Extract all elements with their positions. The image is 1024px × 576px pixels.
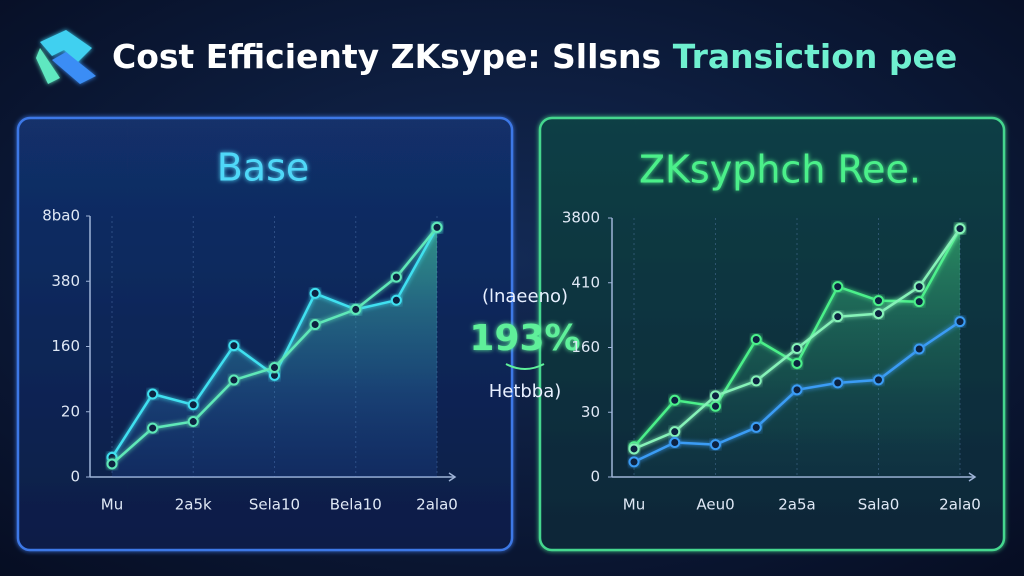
- y-tick-label: 20: [61, 402, 80, 420]
- point: [750, 421, 762, 433]
- point: [954, 223, 966, 235]
- point: [431, 221, 443, 233]
- point: [832, 311, 844, 323]
- panel-title: ZKsyphch Ree.: [639, 148, 921, 192]
- point: [791, 342, 803, 354]
- x-tick-label: Sala0: [858, 496, 900, 514]
- point: [791, 357, 803, 369]
- point: [913, 343, 925, 355]
- point: [147, 388, 159, 400]
- point: [710, 400, 721, 412]
- point: [309, 319, 321, 331]
- y-tick-label: 160: [51, 337, 80, 355]
- point: [628, 456, 640, 468]
- point: [228, 374, 240, 386]
- point: [913, 296, 925, 308]
- point: [309, 287, 321, 299]
- point: [106, 458, 118, 470]
- x-axis-arrow: [448, 472, 457, 482]
- point: [187, 416, 199, 428]
- area: [634, 228, 960, 477]
- panel-title: Base: [217, 146, 310, 190]
- x-tick-label: 2a5k: [175, 496, 212, 514]
- x-tick-label: Mu: [623, 496, 645, 514]
- point: [228, 340, 240, 352]
- point: [873, 308, 884, 320]
- x-tick-label: Sela10: [249, 496, 300, 514]
- title-highlight: Transiction pee: [673, 37, 958, 76]
- point: [669, 426, 681, 438]
- y-tick-label: 380: [51, 272, 80, 290]
- point: [669, 436, 681, 448]
- area: [112, 227, 437, 477]
- y-tick-label: 160: [571, 338, 600, 356]
- point: [791, 384, 803, 396]
- point: [913, 281, 925, 293]
- point: [954, 316, 966, 328]
- point: [147, 422, 159, 434]
- page-title: Cost Efficienty ZKsype: Sllsns Transicti…: [112, 37, 957, 76]
- x-tick-label: Aeu0: [696, 496, 734, 514]
- point: [710, 390, 721, 402]
- point: [350, 303, 362, 315]
- point: [750, 333, 762, 345]
- point: [873, 374, 884, 386]
- point: [628, 443, 640, 455]
- title-main: Cost Efficienty ZKsype: Sllsns: [112, 37, 661, 76]
- point: [710, 439, 721, 451]
- y-tick-label: 30: [581, 403, 600, 421]
- x-axis-arrow: [968, 472, 977, 482]
- point: [750, 375, 762, 387]
- y-tick-label: 8ba0: [42, 207, 80, 225]
- x-tick-label: Mu: [101, 496, 123, 514]
- point: [832, 377, 844, 389]
- x-tick-label: 2ala0: [939, 496, 981, 514]
- logo: [36, 30, 96, 84]
- y-tick-label: 0: [70, 468, 80, 486]
- point: [873, 295, 884, 307]
- annotation-swoosh: [505, 363, 545, 370]
- point: [390, 271, 402, 283]
- point: [390, 294, 402, 306]
- point: [669, 394, 681, 406]
- y-tick-label: 3800: [562, 209, 600, 227]
- x-tick-label: 2a5a: [778, 496, 815, 514]
- x-tick-label: Bela10: [330, 496, 382, 514]
- point: [187, 399, 199, 411]
- point: [832, 281, 844, 293]
- y-tick-label: 0: [590, 468, 600, 486]
- annotation-bottom: Hetbba): [489, 381, 562, 402]
- x-tick-label: 2ala0: [416, 496, 458, 514]
- annotation-top: (lnaeeno): [482, 286, 568, 307]
- y-tick-label: 410: [571, 273, 600, 291]
- annotation-value: 193%: [469, 318, 580, 359]
- point: [269, 361, 280, 373]
